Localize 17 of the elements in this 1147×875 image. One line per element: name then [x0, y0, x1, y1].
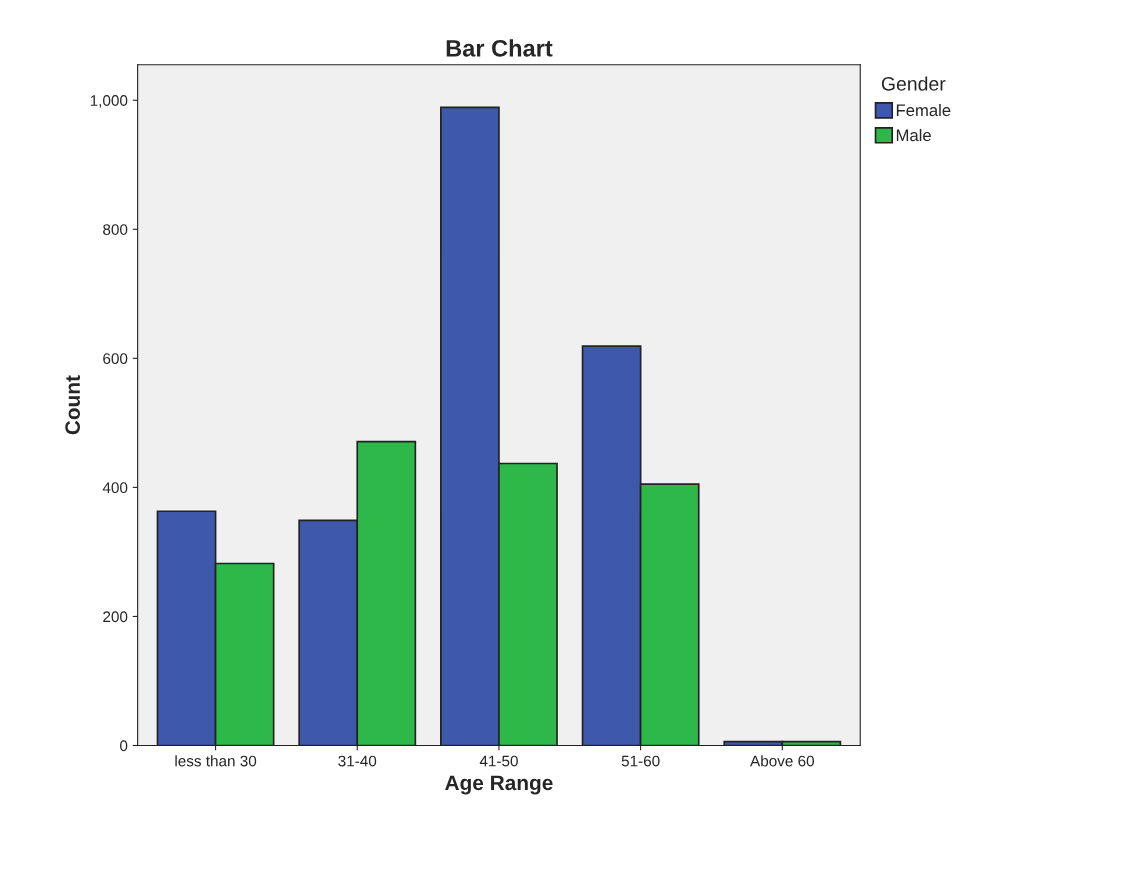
x-tick-label: 41-50	[479, 755, 518, 767]
y-tick-label: 600	[103, 353, 128, 365]
y-tick-label: 400	[102, 482, 128, 494]
legend-label: Female	[896, 103, 951, 117]
legend-label: Male	[896, 128, 931, 142]
x-tick-label: 51-60	[621, 755, 660, 767]
chart-title: Bar Chart	[446, 39, 553, 57]
x-tick-label: Above 60	[750, 755, 814, 767]
x-tick-label: less than 30	[175, 755, 257, 767]
y-tick-label: 0	[120, 740, 128, 752]
y-axis-title: Count	[65, 375, 81, 435]
legend-title: Gender	[881, 76, 946, 91]
x-tick-label: 31-40	[338, 755, 377, 767]
y-tick-label: 800	[103, 224, 128, 235]
y-tick-label: 200	[103, 611, 128, 623]
y-tick-label: 1,000	[90, 95, 128, 108]
x-axis-title: Age Range	[445, 775, 553, 795]
